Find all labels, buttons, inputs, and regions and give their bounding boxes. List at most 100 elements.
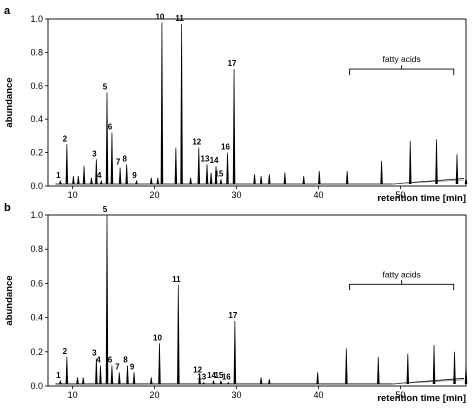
peak [377, 356, 380, 384]
peak [150, 377, 153, 384]
y-tick-label: 0.4 [30, 313, 43, 323]
fatty-acids-bracket [349, 280, 455, 291]
peak [302, 175, 305, 185]
peak [189, 177, 192, 185]
peak [345, 170, 349, 185]
peak-label-13: 13 [197, 373, 206, 382]
fatty-acids-label: fatty acids [383, 54, 421, 64]
peak-label-9: 9 [130, 362, 135, 371]
peak-3 [95, 159, 98, 185]
peak-6 [110, 132, 114, 185]
peak-label-3: 3 [92, 149, 97, 158]
peak-label-6: 6 [108, 355, 113, 364]
peak-8 [125, 164, 128, 185]
fatty-acids-label: fatty acids [383, 269, 421, 279]
y-tick-label: 0.2 [30, 148, 43, 158]
plot-frame [47, 214, 467, 387]
peak-label-7: 7 [116, 158, 121, 167]
peak-label-16: 16 [222, 373, 231, 382]
y-tick-label: 0.4 [30, 114, 43, 124]
y-tick-label: 0.8 [30, 244, 43, 254]
y-tick-label: 1.0 [30, 14, 43, 24]
x-tick-label: 30 [232, 390, 242, 400]
peak [318, 170, 321, 185]
peak [464, 179, 468, 185]
peak-label-13: 13 [201, 154, 210, 163]
panel-letter: b [4, 202, 11, 214]
peak [253, 174, 256, 185]
peak [150, 177, 153, 185]
y-tick-label: 0.6 [30, 278, 43, 288]
x-tick-label: 50 [395, 390, 405, 400]
peak [380, 160, 383, 185]
peak-3 [95, 358, 98, 384]
peak-label-15: 15 [214, 371, 223, 380]
peak-7 [118, 167, 122, 185]
peak-9 [132, 372, 136, 384]
peak-11 [180, 24, 183, 184]
peak-label-14: 14 [207, 371, 216, 380]
x-axis-title: retention time [min] [377, 393, 466, 404]
peak-15 [219, 379, 223, 385]
peak-label-1: 1 [56, 171, 61, 180]
peak-label-4: 4 [97, 171, 102, 180]
peak [72, 175, 75, 185]
peak-13 [202, 381, 205, 385]
y-axis-title: abundance [4, 77, 15, 127]
peak-label-11: 11 [175, 14, 184, 23]
peak [453, 351, 456, 384]
peak [268, 174, 271, 185]
peak-label-1: 1 [56, 371, 61, 380]
peak [455, 154, 459, 185]
x-tick-label: 40 [313, 390, 323, 400]
x-tick-label: 20 [150, 190, 160, 200]
peak [435, 139, 438, 185]
x-tick-label: 10 [68, 190, 78, 200]
peak-label-17: 17 [228, 311, 237, 320]
peak-label-14: 14 [210, 156, 219, 165]
baseline-trace-secondary [392, 379, 465, 385]
x-tick-label: 30 [232, 190, 242, 200]
peak [268, 379, 271, 385]
baseline-trace-secondary [392, 179, 465, 185]
peak [259, 175, 263, 185]
peak [409, 140, 412, 185]
x-tick-label: 40 [313, 190, 323, 200]
fatty-acids-bracket [349, 65, 455, 76]
peak [76, 377, 79, 384]
peak-label-10: 10 [155, 12, 164, 21]
peak [283, 172, 287, 185]
peak [259, 377, 263, 384]
x-axis-title: retention time [min] [377, 193, 466, 204]
peak-4 [99, 365, 102, 384]
peak-6 [110, 365, 114, 384]
peak-label-5: 5 [103, 82, 108, 91]
peak [209, 172, 213, 185]
plot-frame [47, 18, 467, 187]
peak-label-16: 16 [221, 143, 230, 152]
peak-14 [212, 379, 215, 385]
baseline-trace [55, 178, 465, 185]
peak-label-3: 3 [92, 349, 97, 358]
peak-label-10: 10 [153, 333, 162, 342]
peak-5 [105, 92, 109, 184]
peak-label-2: 2 [63, 347, 68, 356]
peak [345, 348, 348, 384]
peak-13 [205, 164, 209, 185]
peak-label-4: 4 [96, 355, 101, 364]
peak-label-6: 6 [108, 123, 113, 132]
peak-2 [65, 356, 69, 384]
peak-label-12: 12 [193, 366, 202, 375]
peak-8 [126, 365, 129, 384]
x-tick-label: 10 [68, 390, 78, 400]
panel-letter: a [4, 5, 11, 17]
peak-label-9: 9 [132, 171, 137, 180]
x-tick-label: 50 [395, 190, 405, 200]
peak [316, 372, 319, 384]
peak-label-5: 5 [103, 205, 108, 214]
peak [432, 344, 436, 384]
y-tick-label: 0.6 [30, 81, 43, 91]
peak-11 [177, 285, 180, 384]
peak-12 [197, 147, 201, 185]
